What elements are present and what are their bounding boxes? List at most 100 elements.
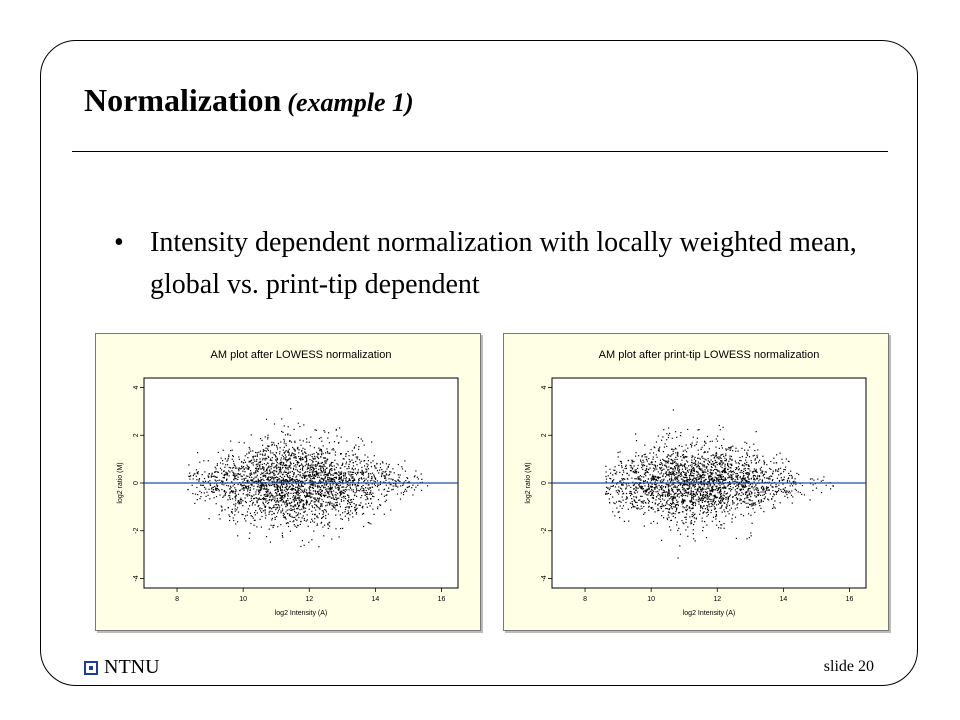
data-point xyxy=(325,460,327,462)
data-point xyxy=(322,486,325,488)
data-point xyxy=(710,500,712,502)
data-point xyxy=(651,461,653,463)
y-tick-label: 0 xyxy=(133,481,140,485)
data-point xyxy=(732,501,734,503)
data-point xyxy=(287,467,289,469)
data-point xyxy=(646,481,648,483)
data-point xyxy=(294,441,296,444)
data-point xyxy=(247,479,249,481)
data-point xyxy=(723,438,725,440)
data-point xyxy=(321,485,324,487)
data-point xyxy=(686,484,688,486)
data-point xyxy=(662,436,664,438)
data-point xyxy=(643,481,645,483)
data-point xyxy=(308,488,310,490)
data-point xyxy=(672,501,674,503)
data-point xyxy=(269,495,271,497)
data-point xyxy=(695,492,697,494)
data-point xyxy=(633,488,635,490)
data-point xyxy=(225,473,227,475)
data-point xyxy=(652,452,655,454)
data-point xyxy=(188,464,190,466)
data-point xyxy=(261,511,263,513)
data-point xyxy=(297,497,299,499)
data-point xyxy=(764,490,766,492)
data-point xyxy=(252,502,254,504)
data-point xyxy=(678,496,680,498)
data-point xyxy=(352,454,354,456)
data-point xyxy=(679,512,681,514)
data-point xyxy=(283,446,285,448)
data-point xyxy=(786,490,788,492)
data-point xyxy=(643,461,645,463)
data-point xyxy=(272,525,274,527)
data-point xyxy=(667,474,670,476)
data-point xyxy=(352,491,354,493)
data-point xyxy=(648,463,650,465)
data-point xyxy=(271,480,273,482)
data-point xyxy=(257,470,259,472)
data-point xyxy=(289,457,291,459)
data-point xyxy=(211,491,213,493)
data-point xyxy=(668,471,670,473)
data-point xyxy=(695,499,697,501)
data-point xyxy=(648,492,650,494)
data-point xyxy=(326,483,328,485)
data-point xyxy=(752,474,755,477)
data-point xyxy=(643,490,645,492)
data-point xyxy=(697,483,699,485)
data-point xyxy=(756,471,758,473)
data-point xyxy=(308,504,310,506)
data-point xyxy=(667,495,669,498)
data-point xyxy=(673,494,675,496)
data-point xyxy=(314,455,316,457)
data-point xyxy=(703,485,705,487)
data-point xyxy=(266,458,268,460)
data-point xyxy=(289,478,291,480)
data-point xyxy=(304,510,306,512)
data-point xyxy=(277,500,279,502)
data-point xyxy=(674,468,677,470)
data-point xyxy=(276,468,278,470)
data-point xyxy=(646,465,648,467)
data-point xyxy=(325,480,327,482)
data-point xyxy=(735,537,737,539)
data-point xyxy=(750,532,752,534)
data-point xyxy=(619,487,622,489)
data-point xyxy=(271,495,273,497)
data-point xyxy=(356,456,358,458)
data-point xyxy=(310,521,312,523)
data-point xyxy=(205,488,207,490)
data-point xyxy=(708,475,710,477)
data-point xyxy=(307,525,309,527)
data-point xyxy=(332,484,334,486)
data-point xyxy=(697,478,699,480)
data-point xyxy=(311,453,313,455)
data-point xyxy=(265,536,268,538)
data-point xyxy=(632,505,634,507)
data-point xyxy=(282,512,284,514)
data-point xyxy=(353,478,355,480)
data-point xyxy=(313,481,315,483)
data-point xyxy=(278,472,280,474)
data-point xyxy=(214,488,217,490)
data-point xyxy=(685,506,687,508)
data-point xyxy=(278,504,280,506)
data-point xyxy=(338,480,340,482)
data-point xyxy=(245,486,247,488)
data-point xyxy=(307,464,309,467)
data-point xyxy=(756,456,758,458)
data-point xyxy=(352,462,354,464)
data-point xyxy=(346,468,348,470)
data-point xyxy=(654,511,656,513)
data-point xyxy=(690,499,693,501)
bullet-item: • Intensity dependent normalization with… xyxy=(114,222,874,306)
data-point xyxy=(711,505,713,507)
data-point xyxy=(267,436,269,438)
data-point xyxy=(280,472,282,474)
data-point xyxy=(249,448,251,450)
data-point xyxy=(721,478,723,480)
data-point xyxy=(267,434,269,436)
data-point xyxy=(230,486,232,489)
data-point xyxy=(250,497,252,499)
